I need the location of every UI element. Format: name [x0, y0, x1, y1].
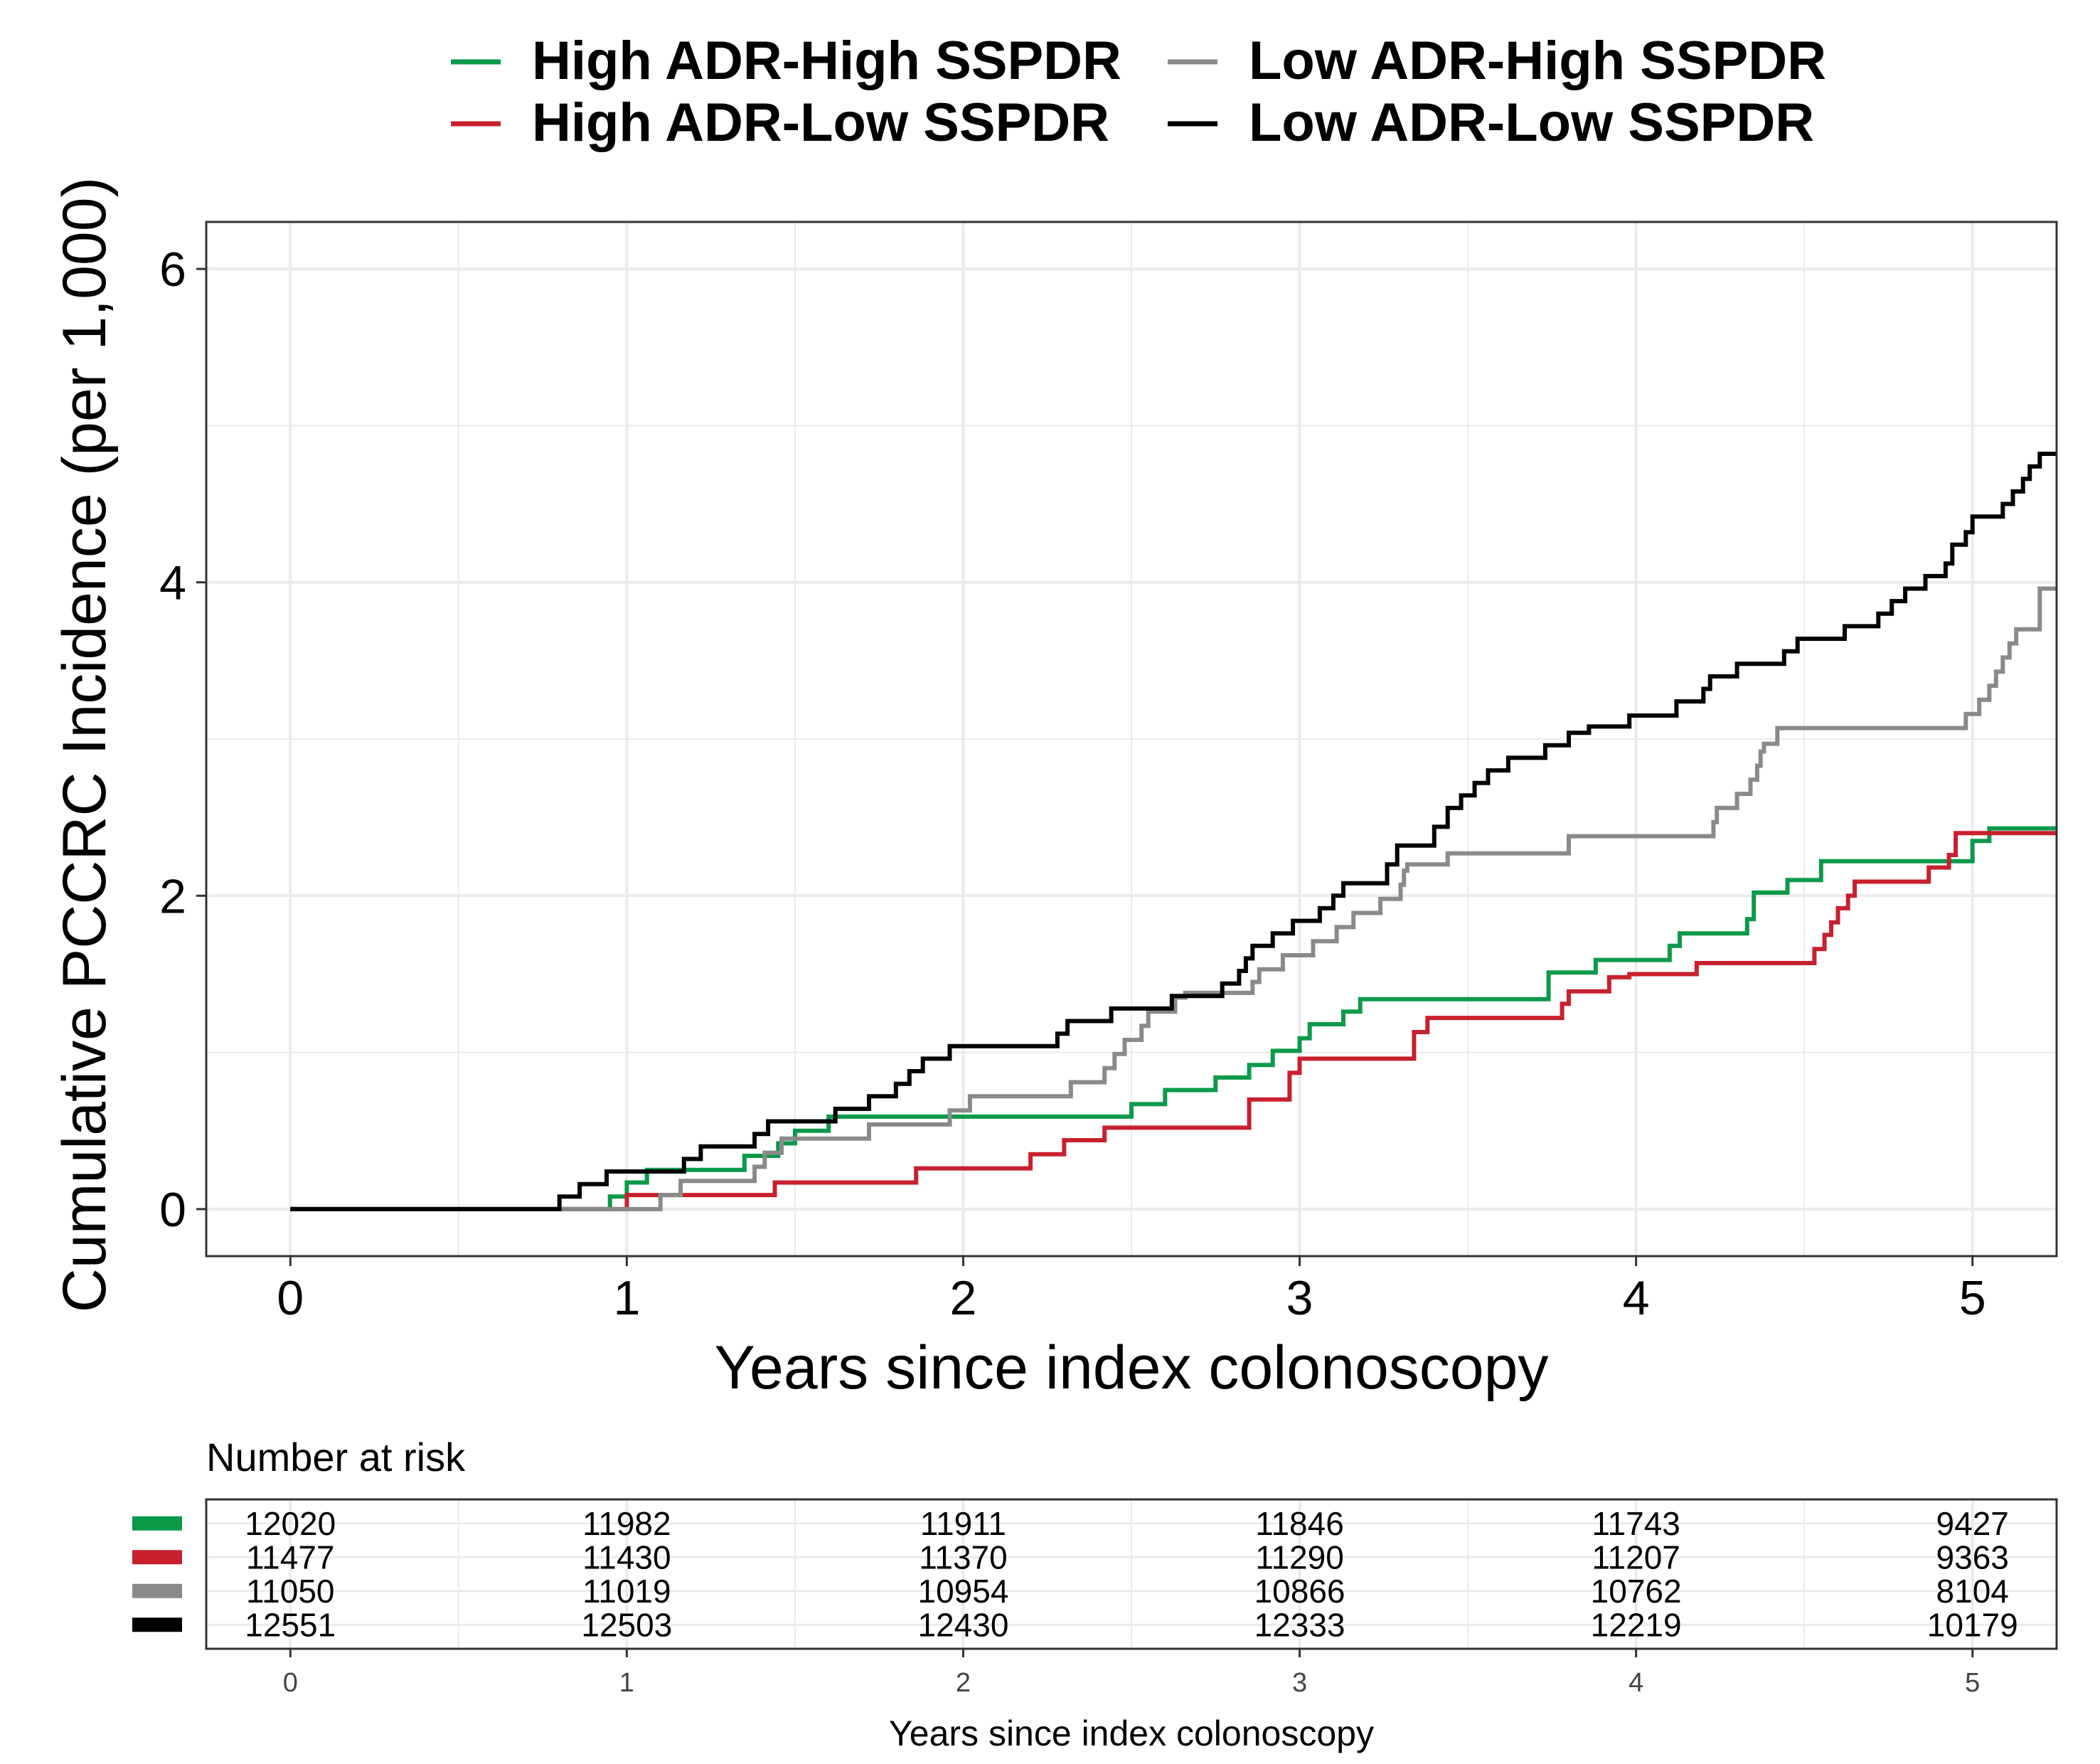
risk-value: 12430: [917, 1606, 1008, 1643]
risk-table-title: Number at risk: [206, 1435, 466, 1479]
series-line: [290, 831, 2057, 1211]
x-tick-label: 5: [1959, 1271, 1986, 1325]
risk-value: 9363: [1936, 1539, 2009, 1576]
risk-table-x-ticks: 0 1 2 3 4 5: [283, 1649, 1980, 1698]
risk-x-tick-label: 5: [1965, 1668, 1980, 1698]
risk-x-tick-label: 1: [619, 1668, 634, 1698]
risk-value: 10179: [1927, 1606, 2018, 1643]
risk-value: 11743: [1592, 1505, 1680, 1542]
risk-table: Number at risk 12020 11982 11911 11846 11743…: [132, 1435, 2058, 1753]
risk-value: 10954: [917, 1573, 1008, 1610]
y-axis-ticks: 0 2 4 6: [159, 243, 206, 1237]
risk-value: 12551: [245, 1606, 336, 1643]
legend-label: High ADR-Low SSPDR: [532, 92, 1109, 153]
x-axis-ticks: 0 1 2 3 4 5: [277, 1256, 1986, 1325]
risk-value: 11207: [1592, 1539, 1680, 1576]
risk-table-x-axis-title: Years since index colonoscopy: [889, 1713, 1374, 1753]
x-axis-title: Years since index colonoscopy: [715, 1334, 1549, 1402]
series-line: [290, 452, 2057, 1211]
risk-table-grid: [206, 1499, 2057, 1649]
legend-label: High ADR-High SSPDR: [532, 31, 1121, 91]
risk-table-frame: [205, 1498, 2058, 1650]
risk-value: 11982: [582, 1505, 671, 1542]
risk-x-tick-label: 0: [283, 1668, 298, 1698]
risk-value: 11911: [920, 1505, 1006, 1542]
y-axis-title: Cumulative PCCRC Incidence (per 1,000): [50, 177, 119, 1312]
legend-label: Low ADR-Low SSPDR: [1249, 92, 1814, 153]
risk-value: 12219: [1591, 1606, 1682, 1643]
risk-x-tick-label: 2: [956, 1668, 971, 1698]
risk-value: 9427: [1936, 1505, 2009, 1542]
series-line: [290, 586, 2057, 1211]
y-tick-label: 6: [159, 243, 186, 297]
y-tick-label: 0: [159, 1183, 186, 1237]
x-tick-label: 3: [1286, 1271, 1313, 1325]
x-tick-label: 4: [1623, 1271, 1650, 1325]
risk-table-swatches: [132, 1516, 182, 1632]
risk-row-swatch: [132, 1583, 182, 1598]
y-tick-label: 4: [159, 556, 186, 610]
y-tick-label: 2: [159, 869, 186, 923]
risk-value: 12020: [245, 1505, 336, 1542]
x-tick-label: 2: [950, 1271, 977, 1325]
risk-value: 11290: [1255, 1539, 1344, 1576]
series-lines: [290, 452, 2057, 1211]
risk-x-tick-label: 4: [1629, 1668, 1643, 1698]
x-tick-label: 0: [277, 1271, 304, 1325]
risk-value: 8104: [1936, 1573, 2009, 1610]
risk-value: 11019: [582, 1573, 671, 1610]
plot-frame: [205, 220, 2058, 1258]
grid: [206, 222, 2057, 1256]
x-tick-label: 1: [613, 1271, 640, 1325]
risk-value: 11477: [246, 1539, 335, 1576]
risk-row-swatch: [132, 1550, 182, 1565]
risk-value: 12333: [1254, 1606, 1345, 1643]
risk-row-swatch: [132, 1617, 182, 1632]
risk-value: 11430: [582, 1539, 671, 1576]
risk-value: 11370: [919, 1539, 1008, 1576]
risk-value: 10762: [1591, 1573, 1682, 1610]
series-line: [290, 826, 2057, 1211]
risk-value: 11050: [246, 1573, 335, 1610]
risk-value: 11846: [1255, 1505, 1344, 1542]
risk-value: 10866: [1254, 1573, 1345, 1610]
legend-label: Low ADR-High SSPDR: [1249, 31, 1826, 91]
risk-value: 12503: [581, 1606, 672, 1643]
risk-row-swatch: [132, 1516, 182, 1531]
main-plot: 0 1 2 3 4 5 0 2 4 6 Years since index colonoscop…: [50, 177, 2058, 1402]
risk-x-tick-label: 3: [1292, 1668, 1307, 1698]
